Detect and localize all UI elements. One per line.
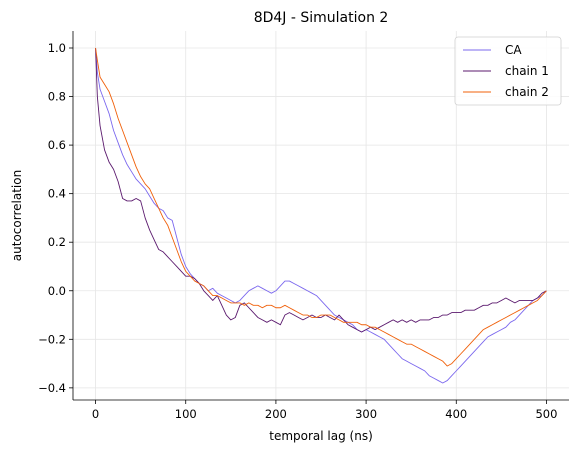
axes [72,31,569,401]
x-tick-label: 400 [445,407,467,421]
x-tick-label: 500 [535,407,557,421]
tick-labels: 0 100 200 300 400 500 −0.4 −0.2 0.0 0.2 0.4 0.6 0.8 1… [38,41,557,421]
x-axis-label: temporal lag (ns) [269,429,373,443]
x-tick-label: 300 [355,407,377,421]
legend: CA chain 1 chain 2 [454,36,562,106]
y-tick-label: 0.4 [48,187,66,201]
series-line-1 [95,47,547,333]
y-tick-label: 0.6 [48,138,66,152]
y-axis-label: autocorrelation [10,170,24,261]
x-tick-label: 100 [175,407,197,421]
y-tick-label: 0.2 [48,235,66,249]
chart-title: 8D4J - Simulation 2 [254,10,389,26]
series-lines [95,47,547,384]
y-tick-label: 0.8 [48,90,66,104]
y-tick-label: −0.4 [38,381,66,395]
legend-label: CA [505,43,522,57]
y-tick-label: 0.0 [48,284,66,298]
y-tick-label: −0.2 [38,332,66,346]
x-tick-label: 0 [92,407,99,421]
legend-label: chain 2 [505,85,549,99]
x-tick-label: 200 [265,407,287,421]
series-line-2 [95,47,547,367]
series-line-0 [95,47,547,384]
legend-label: chain 1 [505,64,549,78]
legend-box [454,36,562,106]
y-tick-label: 1.0 [48,41,66,55]
